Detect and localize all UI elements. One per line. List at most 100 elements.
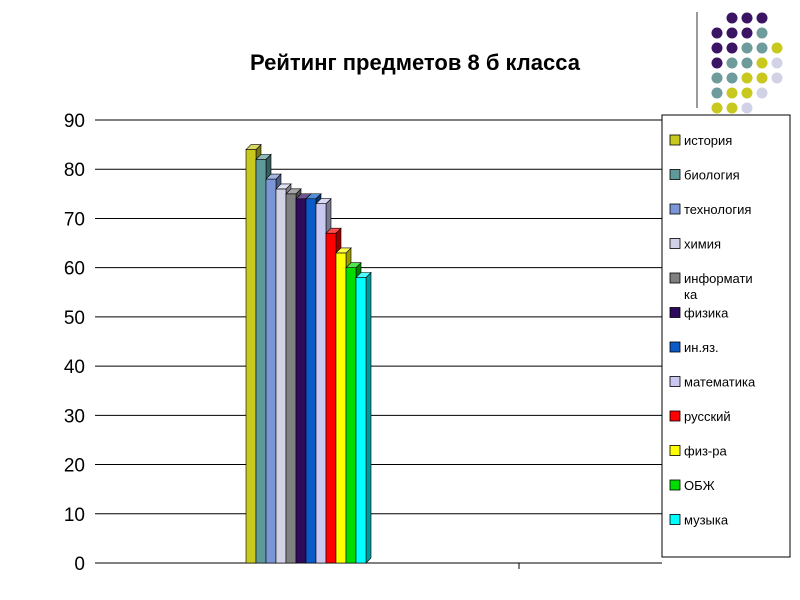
- bar-top: [335, 247, 352, 254]
- legend-label: ин.яз.: [684, 340, 719, 355]
- legend-item-русский: русский: [669, 409, 731, 424]
- chart-title: Рейтинг предметов 8 б класса: [250, 50, 581, 75]
- legend-swatch: [669, 169, 681, 180]
- decor-dot: [741, 72, 753, 84]
- y-tick-label: 70: [64, 209, 85, 230]
- legend-item-биология: биология: [669, 168, 740, 183]
- bar-front: [305, 198, 317, 564]
- decor-dot: [756, 42, 768, 54]
- legend-swatch: [669, 410, 681, 422]
- legend-item-музыка: музыка: [669, 513, 729, 528]
- legend-label: физ-ра: [684, 444, 727, 459]
- y-tick-label: 90: [64, 111, 85, 132]
- decor-dot: [711, 102, 723, 114]
- bars: [245, 143, 372, 564]
- legend-item-химия: химия: [669, 237, 721, 252]
- decor-dot: [726, 87, 738, 99]
- bar-музыка: [355, 271, 372, 564]
- legend-item-ин.яз.: ин.яз.: [669, 340, 719, 355]
- decor-dot: [771, 57, 783, 69]
- decor-dot: [756, 27, 768, 39]
- legend-label: история: [684, 133, 732, 148]
- bar-front: [325, 232, 337, 564]
- decor-dot: [771, 72, 783, 84]
- bar-top: [285, 188, 302, 195]
- bar-front: [245, 149, 257, 564]
- decor-dot: [711, 42, 723, 54]
- legend-label: ОБЖ: [684, 478, 715, 493]
- decor-dot: [756, 57, 768, 69]
- legend-label: биология: [684, 168, 740, 183]
- legend-swatch: [669, 445, 681, 456]
- legend-swatch: [669, 272, 681, 284]
- legend-item-физ-ра: физ-ра: [669, 444, 727, 459]
- decor-dot: [756, 72, 768, 84]
- legend-swatch: [669, 307, 681, 318]
- decor-dot: [741, 42, 753, 54]
- legend-item-физика: физика: [669, 306, 729, 321]
- y-axis-ticks: 0 10 20 30 40 50 60 70 80 90: [64, 111, 85, 575]
- bar-front: [295, 198, 307, 564]
- legend-label: математика: [684, 375, 756, 390]
- bar-top: [275, 183, 292, 190]
- decor-dot: [741, 57, 753, 69]
- decor-dot: [726, 57, 738, 69]
- bar-front: [315, 203, 327, 564]
- legend-box: [661, 114, 791, 558]
- bar-front: [355, 277, 367, 564]
- decor-dot: [711, 57, 723, 69]
- decor-dot: [741, 87, 753, 99]
- decor-dot: [711, 87, 723, 99]
- legend-swatch: [669, 134, 681, 146]
- legend-swatch: [669, 203, 681, 215]
- legend-swatch: [669, 238, 681, 249]
- y-tick-label: 60: [64, 259, 85, 280]
- bar-side: [365, 271, 372, 564]
- bar-front: [275, 188, 287, 564]
- legend-swatch: [669, 376, 681, 387]
- bar-front: [335, 252, 347, 564]
- decor-dot: [711, 72, 723, 84]
- bar-front: [285, 193, 297, 564]
- decor-dot: [741, 102, 753, 114]
- legend-label: русский: [684, 409, 731, 424]
- y-tick-label: 30: [64, 406, 85, 427]
- bar-front: [345, 267, 357, 564]
- legend-item-технология: технология: [669, 202, 751, 217]
- gridlines: [95, 119, 662, 569]
- legend-label: технология: [684, 202, 751, 217]
- legend-label: информати: [684, 271, 753, 286]
- y-tick-label: 50: [64, 308, 85, 329]
- bar-top: [325, 227, 342, 234]
- bar-top: [345, 262, 362, 268]
- y-tick-label: 0: [74, 554, 85, 575]
- decor-dot: [726, 72, 738, 84]
- legend-item-математика: математика: [669, 375, 756, 390]
- y-tick-label: 10: [64, 505, 85, 526]
- legend-item-история: история: [669, 133, 732, 148]
- legend-swatch: [669, 341, 681, 353]
- bar-top: [245, 144, 262, 150]
- decor-dot: [726, 102, 738, 114]
- decor-dot: [726, 27, 738, 39]
- decor-dot: [741, 27, 753, 39]
- decor-dot: [756, 87, 768, 99]
- legend-label: ка: [684, 287, 698, 302]
- legend: история биология технология химия информатик…: [661, 114, 791, 558]
- bar-top: [265, 173, 282, 180]
- decor-dot: [711, 27, 723, 39]
- decorative-dot-pattern: [696, 12, 783, 129]
- bar-top: [305, 193, 322, 200]
- bar-front: [265, 178, 277, 564]
- bar-top: [315, 198, 332, 204]
- legend-label: физика: [684, 306, 729, 321]
- y-tick-label: 20: [64, 456, 85, 477]
- decor-dot: [726, 42, 738, 54]
- bar-top: [355, 272, 372, 278]
- legend-item-ОБЖ: ОБЖ: [669, 478, 715, 493]
- legend-label: химия: [684, 237, 721, 252]
- y-tick-label: 40: [64, 357, 85, 378]
- legend-label: музыка: [684, 513, 729, 528]
- bar-top: [255, 154, 272, 160]
